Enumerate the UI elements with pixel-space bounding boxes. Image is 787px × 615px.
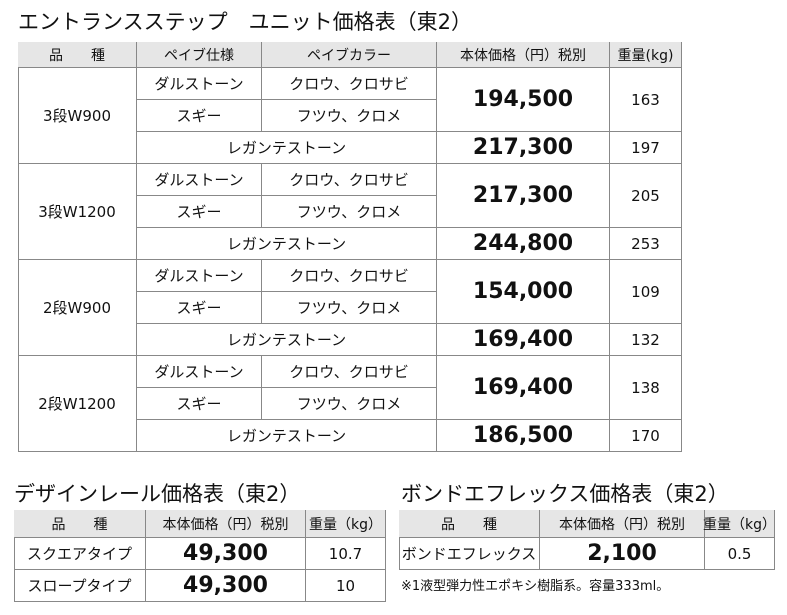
item: スクエアタイプ [14, 538, 146, 570]
color: クロウ、クロサビ [262, 356, 437, 388]
header-cell: 本体価格（円）税別 [437, 42, 610, 68]
product-name: 3段W1200 [18, 164, 137, 260]
spec: スギー [137, 100, 262, 132]
weight: 253 [610, 228, 682, 260]
color: クロウ、クロサビ [262, 164, 437, 196]
bond-title: ボンドエフレックス価格表（東2） [401, 482, 729, 506]
header-cell: 重量（kg） [703, 510, 776, 538]
price: 154,000 [437, 260, 610, 324]
weight: 10 [306, 570, 386, 602]
price: 194,500 [437, 68, 610, 132]
price: 217,300 [437, 132, 610, 164]
weight: 163 [610, 68, 682, 132]
spec: レガンテストーン [137, 324, 437, 356]
weight: 138 [610, 356, 682, 420]
weight: 109 [610, 260, 682, 324]
weight: 197 [610, 132, 682, 164]
spec: レガンテストーン [137, 132, 437, 164]
color: フツウ、クロメ [262, 100, 437, 132]
header-cell: 重量（kg） [306, 510, 386, 538]
color: クロウ、クロサビ [262, 68, 437, 100]
product-name: 3段W900 [18, 68, 137, 164]
spec: ダルストーン [137, 260, 262, 292]
color: フツウ、クロメ [262, 388, 437, 420]
weight: 132 [610, 324, 682, 356]
color: クロウ、クロサビ [262, 260, 437, 292]
item: ボンドエフレックス [399, 538, 540, 570]
header-cell: 品 種 [18, 42, 137, 68]
header-cell: ペイブカラー [262, 42, 437, 68]
bond-note: ※1液型弾力性エポキシ樹脂系。容量333ml。 [401, 579, 670, 594]
spec: スギー [137, 196, 262, 228]
price: 186,500 [437, 420, 610, 452]
product-name: 2段W1200 [18, 356, 137, 452]
header-cell: 重量(kg) [610, 42, 682, 68]
header-cell: 本体価格（円）税別 [146, 510, 306, 538]
weight: 10.7 [306, 538, 386, 570]
header-cell: ペイブ仕様 [137, 42, 262, 68]
spec: スギー [137, 388, 262, 420]
weight: 170 [610, 420, 682, 452]
spec: ダルストーン [137, 68, 262, 100]
price: 169,400 [437, 324, 610, 356]
spec: ダルストーン [137, 356, 262, 388]
header-cell: 品 種 [399, 510, 540, 538]
color: フツウ、クロメ [262, 196, 437, 228]
spec: ダルストーン [137, 164, 262, 196]
weight: 205 [610, 164, 682, 228]
price: 169,400 [437, 356, 610, 420]
price: 2,100 [540, 538, 705, 570]
spec: スギー [137, 292, 262, 324]
price: 49,300 [146, 538, 306, 570]
product-name: 2段W900 [18, 260, 137, 356]
rail-title: デザインレール価格表（東2） [14, 482, 301, 506]
spec: レガンテストーン [137, 420, 437, 452]
header-cell: 本体価格（円）税別 [540, 510, 705, 538]
weight: 0.5 [705, 538, 775, 570]
header-cell: 品 種 [14, 510, 146, 538]
price: 244,800 [437, 228, 610, 260]
main-title: エントランスステップ ユニット価格表（東2） [18, 10, 472, 34]
color: フツウ、クロメ [262, 292, 437, 324]
spec: レガンテストーン [137, 228, 437, 260]
price: 217,300 [437, 164, 610, 228]
item: スロープタイプ [14, 570, 146, 602]
price: 49,300 [146, 570, 306, 602]
